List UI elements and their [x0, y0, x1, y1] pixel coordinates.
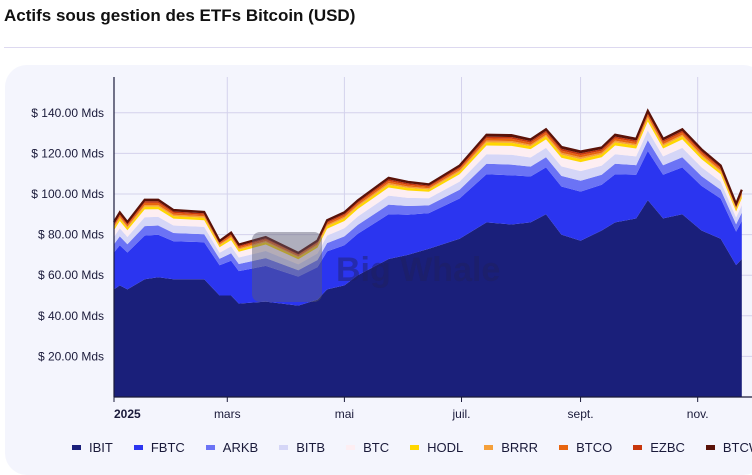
- legend-label: BTCW: [722, 440, 752, 455]
- y-tick-label: $ 120.00 Mds: [31, 146, 104, 160]
- legend-label: BTC: [363, 440, 390, 455]
- area-arkb: [114, 140, 742, 277]
- legend-swatch: [133, 445, 143, 450]
- y-tick-label: $ 60.00 Mds: [38, 268, 104, 282]
- divider: [4, 47, 752, 48]
- watermark-logo-box: [252, 232, 322, 302]
- x-tick-label: juil.: [452, 407, 471, 421]
- legend-swatch: [205, 445, 215, 450]
- legend-label: HODL: [427, 440, 464, 455]
- chart-area: $ 20.00 Mds $ 40.00 Mds $ 60.00 Mds $ 80.00…: [31, 77, 752, 421]
- legend-swatch: [279, 445, 289, 450]
- x-tick-label: mai: [335, 407, 354, 421]
- area-btc: [114, 121, 742, 265]
- legend-label: BRRR: [501, 440, 539, 455]
- legend-swatch: [346, 445, 356, 450]
- y-tick-label: $ 80.00 Mds: [38, 228, 104, 242]
- line-btcw-top: [113, 108, 743, 255]
- y-tick-label: $ 140.00 Mds: [31, 106, 104, 120]
- x-tick-label: mars: [214, 407, 241, 421]
- y-tick-label: $ 20.00 Mds: [38, 349, 104, 363]
- legend-item-hodl[interactable]: HODL: [410, 440, 463, 455]
- legend-swatch: [72, 445, 81, 450]
- legend-item-ezbc[interactable]: EZBC: [633, 440, 685, 455]
- legend-item-ibit[interactable]: IBIT: [72, 440, 113, 455]
- legend-label: BTCO: [576, 440, 613, 455]
- legend-swatch: [484, 445, 494, 450]
- y-tick-label: $ 40.00 Mds: [38, 309, 104, 323]
- legend-label: ARKB: [222, 440, 259, 455]
- x-tick-label: 2025: [114, 407, 141, 421]
- legend-item-brrr[interactable]: BRRR: [484, 440, 538, 455]
- legend-swatch: [410, 445, 420, 450]
- x-tick-label: nov.: [687, 407, 709, 421]
- area-bitb: [114, 130, 742, 271]
- legend-item-fbtc[interactable]: FBTC: [133, 440, 185, 455]
- legend-item-btc[interactable]: BTC: [346, 440, 389, 455]
- watermark-logo: Big Whale: [336, 251, 500, 289]
- legend-item-btco[interactable]: BTCO: [559, 440, 612, 455]
- legend-swatch: [559, 445, 569, 450]
- legend-label: FBTC: [150, 440, 185, 455]
- legend-label: EZBC: [650, 440, 685, 455]
- legend-label: IBIT: [89, 440, 113, 455]
- legend-swatch: [633, 445, 643, 450]
- y-tick-label: $ 100.00 Mds: [31, 187, 104, 201]
- x-tick-label: sept.: [568, 407, 594, 421]
- legend-item-arkb[interactable]: ARKB: [205, 440, 259, 455]
- legend-label: BITB: [296, 440, 326, 455]
- legend: IBIT FBTC ARKB BITB BTC HODL BRRR BTCO EZBC BTCW: [72, 440, 752, 455]
- chart-title: Actifs sous gestion des ETFs Bitcoin (US…: [4, 6, 356, 25]
- area-fbtc: [114, 151, 742, 306]
- legend-item-btcw[interactable]: BTCW: [705, 440, 752, 455]
- legend-item-bitb[interactable]: BITB: [279, 440, 325, 455]
- legend-swatch: [705, 445, 715, 450]
- area-ibit: [114, 200, 742, 397]
